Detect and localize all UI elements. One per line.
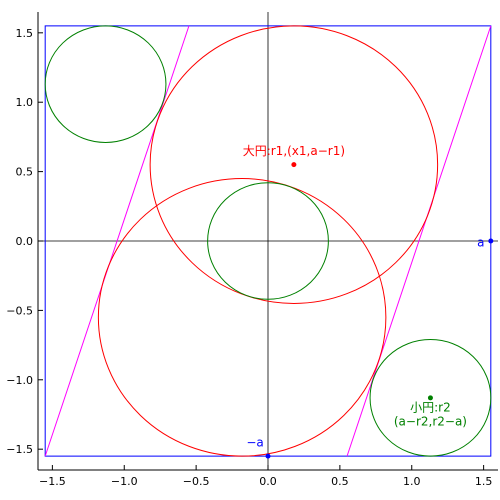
x-tick-label: 1.5 [475, 475, 493, 488]
y-tick-label: 1.5 [16, 27, 34, 40]
y-tick-label: 1.0 [16, 96, 34, 109]
origin-cross-lines [38, 12, 498, 470]
big-circle [97, 178, 387, 457]
x-tick-label: −1.0 [111, 475, 138, 488]
y-ticks: −1.5 −1.0 −0.5 0.0 0.5 1.0 1.5 [6, 27, 43, 456]
small-circle [207, 182, 329, 300]
small-circle [44, 25, 167, 143]
y-tick-label: −1.0 [6, 374, 33, 387]
small-circle-annotation-line2: (a−r2,r2−a) [394, 415, 467, 429]
y-tick-label: 0.0 [16, 235, 34, 248]
x-tick-label: −1.5 [39, 475, 66, 488]
big-circle-annotation: 大円:r1,(x1,a−r1) [243, 144, 345, 158]
marked-points [265, 162, 494, 459]
tangent-line [44, 25, 190, 457]
label-a: a [477, 236, 484, 250]
x-tick-label: −0.5 [183, 475, 210, 488]
data-point [488, 238, 494, 244]
label-neg-a: −a [246, 435, 263, 449]
x-tick-label: 0.5 [331, 475, 349, 488]
small-circle-annotation-line1: 小円:r2 [410, 401, 451, 415]
data-point [265, 453, 271, 459]
x-tick-label: 0.0 [259, 475, 277, 488]
y-tick-label: 0.5 [16, 166, 34, 179]
x-tick-label: 1.0 [403, 475, 421, 488]
small-circle [369, 339, 492, 457]
y-tick-label: −0.5 [6, 304, 33, 317]
big-circle [149, 25, 439, 304]
tangent-line [346, 25, 492, 457]
x-ticks: −1.5 −1.0 −0.5 0.0 0.5 1.0 1.5 [39, 465, 492, 488]
data-point [427, 395, 433, 401]
y-tick-label: −1.5 [6, 443, 33, 456]
geometry-shapes [44, 25, 492, 457]
data-point [291, 162, 297, 168]
